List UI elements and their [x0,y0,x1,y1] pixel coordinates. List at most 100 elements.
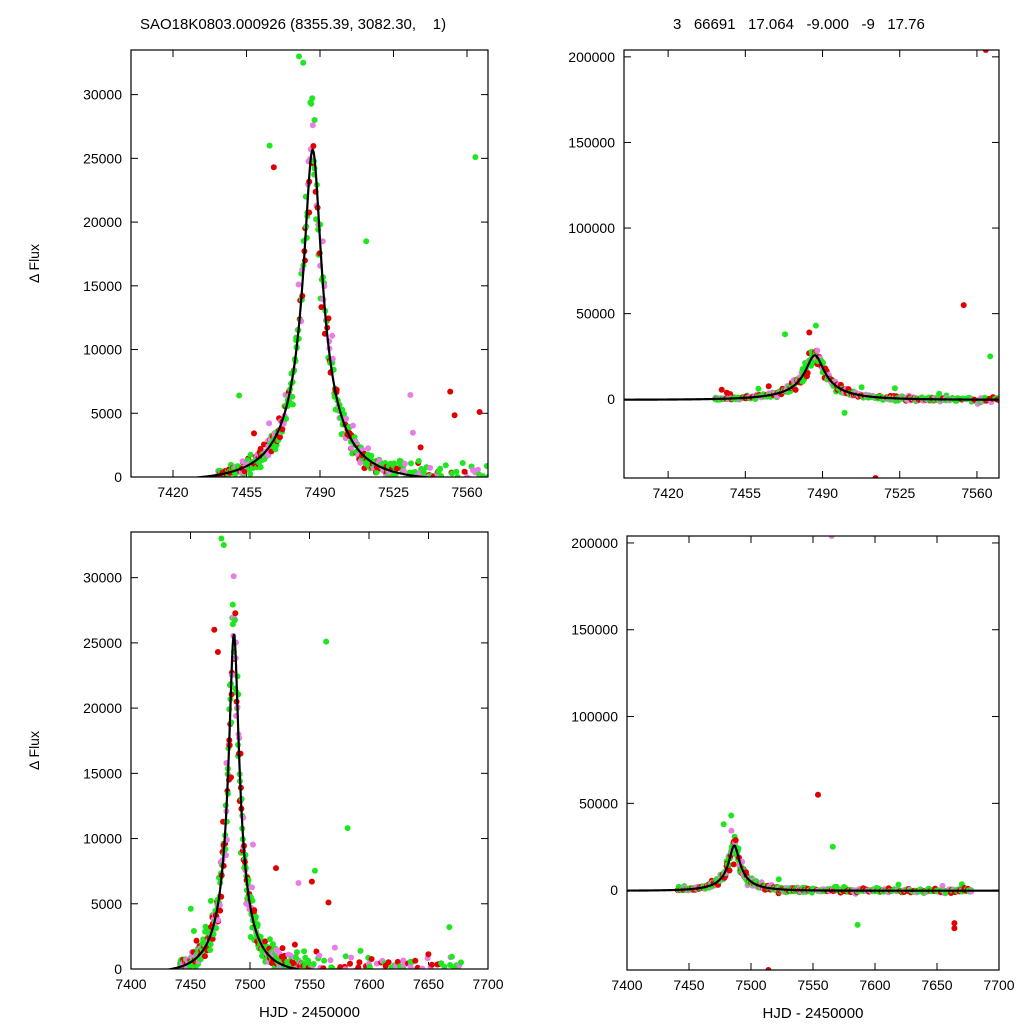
data-point-green [396,982,402,988]
y-axis-label: Δ Flux [26,244,42,283]
data-point-magenta [427,464,434,471]
data-point-green [459,460,466,466]
data-point-magenta [266,420,273,427]
data-point-magenta [517,481,523,487]
data-point-green [665,460,671,466]
data-point-green [293,949,300,956]
x-tick-label: 7455 [231,484,262,500]
data-point-magenta [1009,396,1015,402]
x-tick-label: 7600 [859,977,890,993]
data-point-green [456,971,462,977]
data-point-green [687,469,693,475]
data-point-magenta [384,976,390,982]
data-point-red [273,865,279,872]
data-point-green [283,969,289,975]
data-point-magenta [641,482,647,488]
data-point-green [415,458,422,464]
data-point-red [634,481,640,487]
data-point-green [187,905,194,912]
data-point-magenta [627,480,633,486]
data-point-green [537,470,543,476]
data-point-green [555,476,561,482]
x-tick-label: 7420 [653,485,684,501]
data-point-green [694,462,700,468]
data-point-red [283,971,289,977]
data-point-magenta [249,841,256,848]
data-point-red [424,480,430,486]
data-point-magenta [441,488,447,494]
data-point-green [616,485,622,491]
data-point-red [347,971,353,977]
data-point-magenta [295,281,302,288]
data-point-red [527,472,533,478]
data-point-red [356,959,363,966]
data-point-green [1010,395,1016,401]
data-point-red [498,489,504,495]
data-point-red [271,973,277,979]
outlier-point [829,843,836,850]
x-axis-label: HJD - 2450000 [763,1005,864,1022]
data-point-green [590,474,596,480]
x-tick-label: 7700 [983,977,1014,993]
data-point-red [428,478,434,484]
data-point-green [329,970,335,976]
data-point-green [276,976,282,982]
data-point-green [437,465,444,472]
data-point-red [262,938,269,945]
data-point-magenta [575,478,581,484]
data-point-red [193,937,200,944]
data-point-green [207,947,214,953]
outlier-point [982,50,989,53]
data-point-red [513,485,519,491]
data-point-green [381,477,387,483]
data-point-magenta [316,952,323,959]
data-point-red [792,386,799,393]
data-point-magenta [533,475,539,481]
data-point-red [585,433,591,439]
data-point-green [599,487,605,493]
data-point-green [456,478,462,484]
data-point-green [432,484,438,490]
data-point-green [442,462,449,469]
data-point-green [682,466,688,472]
data-point-magenta [409,429,416,436]
data-point-red [251,907,258,914]
data-point-magenta [309,122,316,129]
data-point-green [501,490,507,496]
y-tick-label: 25000 [83,635,122,651]
data-point-green [286,982,292,988]
data-point-red [414,964,421,969]
data-point-red [310,143,317,149]
x-tick-label: 7525 [378,484,409,500]
x-tick-label: 7560 [451,484,482,500]
data-point-green [519,466,525,472]
data-point-magenta [445,478,451,484]
data-point-red [286,970,292,976]
y-tick-label: 5000 [91,896,122,912]
data-point-red [583,488,589,494]
x-tick-label: 7550 [797,977,828,993]
data-point-red [406,973,412,979]
data-point-red [209,935,216,942]
data-point-magenta [445,975,451,981]
outlier-point [812,322,819,329]
data-point-green [301,948,308,955]
outlier-point [214,649,221,655]
data-point-magenta [615,502,621,508]
data-points [712,50,1016,478]
y-tick-label: 0 [114,469,122,485]
data-point-magenta [215,917,221,924]
data-point-green [596,475,602,481]
outlier-point [960,302,967,309]
y-tick-label: 20000 [83,700,122,716]
x-tick-label: 7650 [413,976,444,992]
data-point-green [231,617,238,624]
data-point-magenta [385,982,391,988]
data-point-green [589,479,595,485]
data-point-green [436,490,442,496]
data-point-green [711,434,717,440]
data-point-red [318,304,325,311]
data-point-magenta [466,475,472,477]
data-point-green [288,972,294,978]
panel-3: 0 5000 10000 15000 20000 25000 30000 7400 7450 75… [26,531,504,1021]
